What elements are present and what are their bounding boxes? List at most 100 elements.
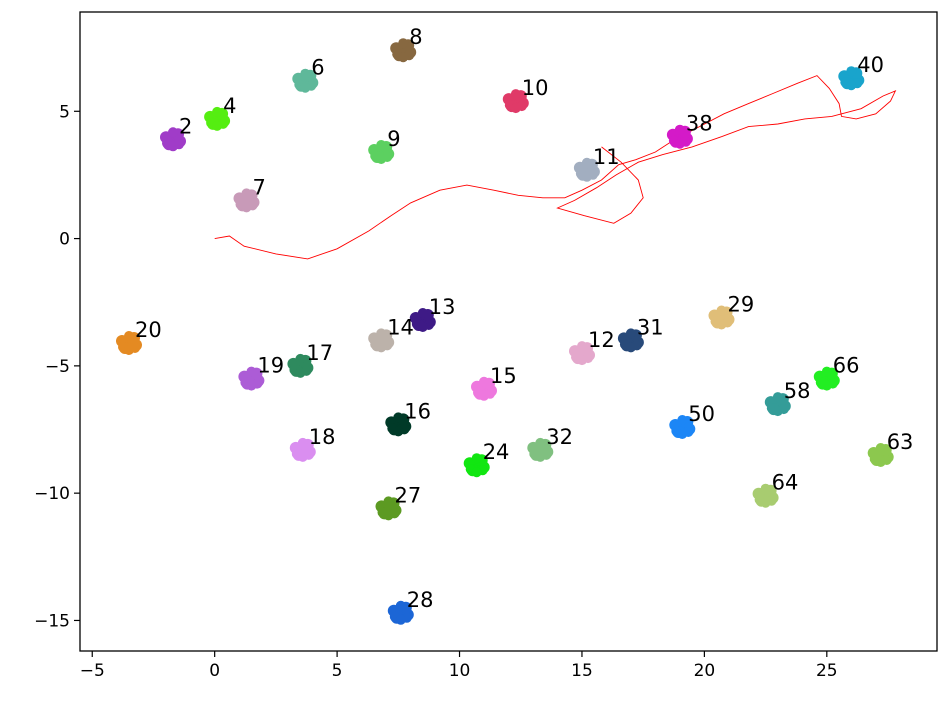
cluster-point <box>168 141 178 152</box>
cluster-point <box>716 305 727 316</box>
cluster-point <box>395 600 406 611</box>
cluster-point <box>625 342 636 353</box>
cluster-label-27: 27 <box>395 483 422 507</box>
cluster-label-24: 24 <box>483 440 510 464</box>
cluster-point <box>297 437 308 448</box>
cluster-point <box>479 390 489 401</box>
cluster-point <box>376 328 387 339</box>
cluster-31 <box>617 328 644 353</box>
cluster-point <box>241 202 252 213</box>
cluster-point <box>471 467 482 478</box>
cluster-point <box>417 308 428 318</box>
cluster-label-14: 14 <box>387 315 414 339</box>
cluster-29 <box>708 305 735 330</box>
cluster-point <box>417 322 428 332</box>
cluster-point <box>376 342 387 353</box>
cluster-28 <box>387 600 414 625</box>
cluster-label-20: 20 <box>135 318 162 342</box>
cluster-label-10: 10 <box>522 76 549 100</box>
cluster-label-19: 19 <box>257 354 284 378</box>
cluster-point <box>300 68 311 79</box>
cluster-label-64: 64 <box>772 471 799 495</box>
cluster-point <box>875 443 886 453</box>
cluster-point <box>577 355 587 366</box>
cluster-point <box>393 412 404 423</box>
cluster-label-63: 63 <box>887 430 914 454</box>
cluster-7 <box>233 188 260 213</box>
cluster-17 <box>287 353 314 378</box>
x-tick-label: 10 <box>449 661 471 681</box>
cluster-40 <box>838 66 865 91</box>
cluster-label-66: 66 <box>833 354 860 378</box>
y-tick-label: −15 <box>34 611 70 631</box>
cluster-6 <box>292 68 319 93</box>
cluster-label-29: 29 <box>728 293 755 317</box>
cluster-point <box>398 38 409 49</box>
cluster-label-17: 17 <box>306 341 333 365</box>
cluster-label-32: 32 <box>546 425 573 449</box>
cluster-10 <box>502 89 529 114</box>
cluster-label-2: 2 <box>179 114 192 138</box>
cluster-64 <box>752 483 779 508</box>
cluster-label-8: 8 <box>409 25 422 49</box>
plot-frame <box>79 11 938 652</box>
cluster-point <box>376 154 387 164</box>
cluster-point <box>625 328 636 339</box>
cluster-point <box>398 52 409 63</box>
cluster-point <box>300 82 311 93</box>
x-tick-label: 0 <box>209 661 220 681</box>
cluster-point <box>760 497 771 508</box>
y-tick-label: 5 <box>59 102 70 122</box>
cluster-point <box>581 171 592 182</box>
cluster-38 <box>666 124 693 149</box>
cluster-label-11: 11 <box>593 145 620 169</box>
cluster-point <box>246 366 257 377</box>
x-tick-label: −5 <box>80 661 105 681</box>
cluster-point <box>772 406 783 417</box>
cluster-point <box>168 127 178 138</box>
cluster-point <box>821 366 832 377</box>
cluster-point <box>376 140 387 150</box>
cluster-point <box>479 376 489 387</box>
y-tick-label: 0 <box>59 230 70 250</box>
cluster-point <box>821 380 832 391</box>
cluster-point <box>383 510 394 521</box>
cluster-16 <box>385 412 412 437</box>
y-tick-label: −5 <box>45 357 70 377</box>
cluster-4 <box>204 106 231 131</box>
cluster-point <box>395 614 406 625</box>
cluster-11 <box>573 157 600 182</box>
cluster-label-4: 4 <box>223 94 236 118</box>
x-tick-label: 20 <box>694 661 716 681</box>
cluster-point <box>297 451 308 462</box>
cluster-point <box>510 89 521 100</box>
cluster-label-6: 6 <box>311 56 324 80</box>
cluster-label-28: 28 <box>407 588 434 612</box>
cluster-label-58: 58 <box>784 379 811 403</box>
cluster-label-38: 38 <box>686 112 713 136</box>
cluster-point <box>875 457 886 467</box>
cluster-label-40: 40 <box>857 53 884 77</box>
cluster-19 <box>238 366 265 391</box>
cluster-point <box>212 120 223 131</box>
cluster-12 <box>569 341 595 366</box>
cluster-label-15: 15 <box>490 364 517 388</box>
cluster-point <box>716 319 727 330</box>
cluster-point <box>246 380 257 391</box>
cluster-20 <box>116 331 142 355</box>
cluster-point <box>581 157 592 168</box>
cluster-label-18: 18 <box>309 425 336 449</box>
cluster-15 <box>471 376 497 401</box>
clusters-layer <box>116 38 894 625</box>
cluster-label-16: 16 <box>404 399 431 423</box>
cluster-label-7: 7 <box>253 175 266 199</box>
cluster-2 <box>160 127 186 152</box>
cluster-point <box>760 483 771 494</box>
cluster-18 <box>289 437 316 462</box>
cluster-point <box>535 437 546 448</box>
cluster-point <box>124 331 134 341</box>
cluster-label-9: 9 <box>387 127 400 151</box>
